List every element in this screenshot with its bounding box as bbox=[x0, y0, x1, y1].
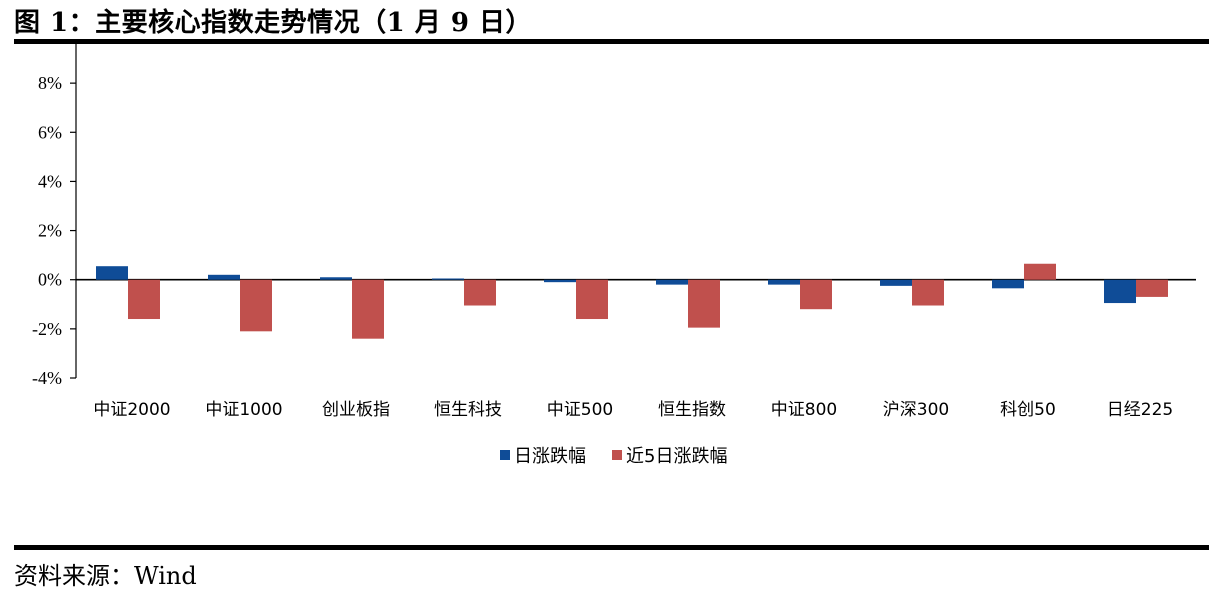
y-tick-label: 0% bbox=[38, 270, 62, 290]
chart-axes bbox=[70, 44, 1196, 379]
chart-bars bbox=[96, 263, 1168, 339]
bar-daily-9 bbox=[992, 279, 1024, 289]
x-tick-label: 恒生科技 bbox=[434, 400, 502, 420]
bottom-rule bbox=[14, 545, 1209, 550]
bar-five-day-4 bbox=[464, 279, 496, 306]
bar-chart: 中证2000 中证1000 创业板指 恒生科技 中证500 恒生指数 中证800 沪深300 科… bbox=[32, 44, 1196, 467]
legend-swatch-2 bbox=[612, 450, 622, 460]
bar-five-day-7 bbox=[800, 279, 832, 310]
x-tick-label: 中证500 bbox=[547, 400, 613, 420]
legend-label-2: 近5日涨跌幅 bbox=[626, 446, 727, 467]
x-tick-label: 沪深300 bbox=[883, 400, 949, 420]
x-tick-label: 恒生指数 bbox=[658, 400, 726, 420]
y-tick-label: 2% bbox=[38, 221, 62, 241]
top-rule bbox=[14, 39, 1209, 44]
y-tick-label: 8% bbox=[38, 73, 62, 93]
bar-daily-2 bbox=[208, 274, 240, 280]
bar-five-day-9 bbox=[1024, 263, 1056, 280]
bar-daily-3 bbox=[320, 277, 352, 280]
bar-five-day-6 bbox=[688, 279, 720, 328]
x-tick-label: 科创50 bbox=[1000, 400, 1056, 420]
bar-five-day-5 bbox=[576, 279, 608, 320]
x-tick-label: 中证2000 bbox=[93, 400, 170, 420]
legend-swatch-1 bbox=[500, 450, 510, 460]
x-tick-label: 中证1000 bbox=[205, 400, 282, 420]
bar-daily-8 bbox=[880, 279, 912, 286]
chart-legend: 日涨跌幅 近5日涨跌幅 bbox=[500, 446, 727, 467]
y-tick-label: -4% bbox=[32, 368, 62, 388]
bar-daily-7 bbox=[768, 279, 800, 285]
figure-title: 图 1：主要核心指数走势情况（1 月 9 日） bbox=[14, 8, 532, 38]
y-tick-label: -2% bbox=[32, 319, 62, 339]
bar-daily-6 bbox=[656, 279, 688, 285]
bar-five-day-1 bbox=[128, 279, 160, 320]
bar-five-day-2 bbox=[240, 279, 272, 332]
y-tick-labels: -4%-2%0%2%4%6%8%10% bbox=[32, 73, 62, 388]
y-tick-label: 4% bbox=[38, 171, 62, 191]
y-tick-label: 6% bbox=[38, 122, 62, 142]
bar-five-day-8 bbox=[912, 279, 944, 306]
source-note: 资料来源：Wind bbox=[14, 562, 197, 590]
bar-daily-1 bbox=[96, 266, 128, 280]
bar-five-day-10 bbox=[1136, 279, 1168, 297]
x-tick-label: 创业板指 bbox=[322, 400, 390, 420]
x-tick-label: 日经225 bbox=[1107, 400, 1173, 420]
x-tick-labels: 中证2000 中证1000 创业板指 恒生科技 中证500 恒生指数 中证800 沪深300 科… bbox=[93, 400, 1173, 420]
legend-label-1: 日涨跌幅 bbox=[514, 446, 586, 467]
bar-daily-5 bbox=[544, 279, 576, 283]
bar-daily-4 bbox=[432, 278, 464, 280]
bar-daily-10 bbox=[1104, 279, 1136, 304]
bar-five-day-3 bbox=[352, 279, 384, 339]
x-tick-label: 中证800 bbox=[771, 400, 837, 420]
